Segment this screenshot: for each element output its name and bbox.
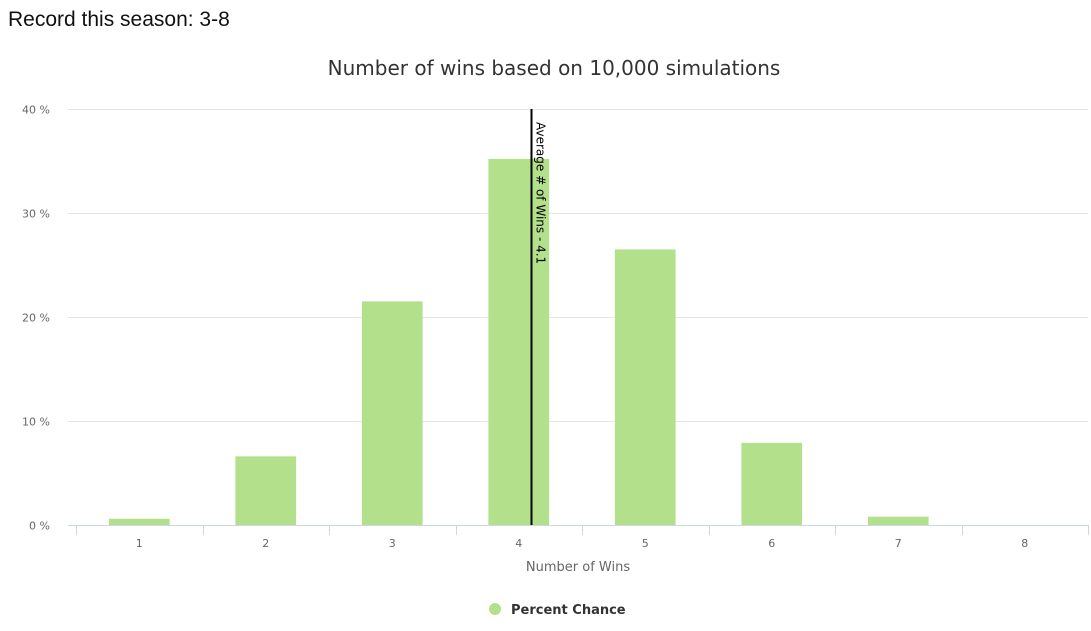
chart-title: Number of wins based on 10,000 simulatio… [328, 56, 781, 80]
bar [361, 301, 423, 525]
x-tick-label: 6 [768, 537, 775, 550]
bar [867, 516, 929, 525]
y-tick-label: 30 % [22, 208, 50, 221]
x-tick-label: 5 [642, 537, 649, 550]
record-text: Record this season: 3-8 [8, 8, 230, 31]
legend-label: Percent Chance [511, 603, 626, 618]
average-reference-line: Average # of Wins - 4.1 [530, 109, 548, 525]
bar-series [108, 158, 929, 526]
bar [741, 442, 803, 525]
y-tick-label: 20 % [22, 312, 50, 325]
x-tick-label: 7 [895, 537, 902, 550]
y-axis-ticks: 0 % 10 % 20 % 30 % 40 % [22, 104, 50, 533]
x-tick-label: 4 [515, 537, 522, 550]
y-tick-label: 10 % [22, 416, 50, 429]
legend-marker [489, 603, 501, 615]
x-tick-label: 8 [1021, 537, 1028, 550]
bar [614, 249, 676, 525]
average-line-label: Average # of Wins - 4.1 [534, 122, 548, 264]
x-tick-label: 2 [262, 537, 269, 550]
y-gridlines [68, 109, 1088, 422]
y-tick-label: 0 % [29, 520, 50, 533]
y-tick-label: 40 % [22, 104, 50, 117]
x-axis-ticks: 1 2 3 4 5 6 7 8 [76, 525, 1089, 550]
x-axis-title: Number of Wins [526, 560, 630, 575]
x-tick-label: 1 [136, 537, 143, 550]
x-tick-label: 3 [389, 537, 396, 550]
bar [235, 456, 297, 525]
bar [108, 518, 170, 525]
bar [488, 158, 550, 526]
legend[interactable]: Percent Chance [489, 603, 626, 618]
